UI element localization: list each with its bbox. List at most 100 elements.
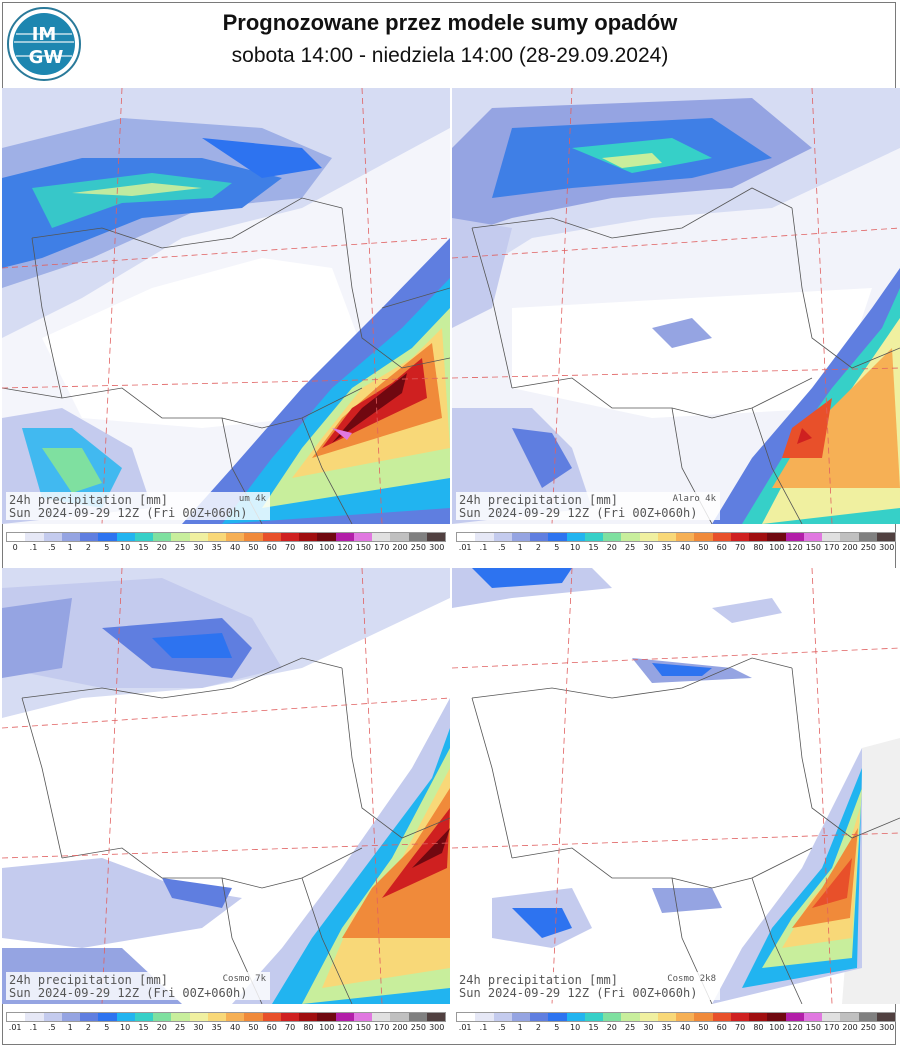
legend-tick-label: 300 <box>879 1023 895 1032</box>
legend-swatch <box>566 1013 585 1021</box>
legend-swatch <box>803 533 822 541</box>
legend-tick-label: 30 <box>193 1023 204 1032</box>
map-panel-alaro: 24h precipitation [mm] Sun 2024-09-29 12… <box>452 88 900 524</box>
legend-labels: .01.1.5 1 2 5 10 15 20 25 30 35 40 50 60 70 80 100 120 15… <box>6 1023 446 1035</box>
legend-tick-label: 15 <box>588 1023 599 1032</box>
legend-alaro: .01.1.5 1 2 5 10 15 20 25 30 35 40 50 60 70 80 100 120 15… <box>452 530 900 556</box>
caption-line2: Sun 2024-09-29 12Z (Fri 00Z+060h) <box>9 986 248 1000</box>
legend-tick-label: 100 <box>319 1023 335 1032</box>
legend-tick-label: 2 <box>535 543 542 552</box>
legend-swatch <box>767 533 786 541</box>
legend-tick-label: 20 <box>606 543 617 552</box>
legend-tick-label: 1 <box>67 543 73 552</box>
legend-tick-label: 1 <box>517 1023 523 1032</box>
legend-swatch <box>25 533 44 541</box>
legend-swatch <box>657 533 676 541</box>
map-panel-um: 24h precipitation [mm] Sun 2024-09-29 12… <box>2 88 450 524</box>
legend-tick-label: 60 <box>266 1023 277 1032</box>
legend-tick-label: .1 <box>29 543 38 552</box>
legend-swatch <box>189 533 208 541</box>
caption-line2: Sun 2024-09-29 12Z (Fri 00Z+060h) <box>9 506 248 520</box>
legend-swatch <box>317 1013 336 1021</box>
legend-swatch <box>858 1013 877 1021</box>
legend-tick-label: .5 <box>48 1023 56 1032</box>
legend-swatch <box>426 1013 445 1021</box>
caption-line2: Sun 2024-09-29 12Z (Fri 00Z+060h) <box>459 986 698 1000</box>
caption-line1: 24h precipitation [mm] <box>9 493 168 507</box>
legend-swatch <box>390 533 409 541</box>
caption-line1: 24h precipitation [mm] <box>459 493 618 507</box>
map-caption-cosmo2: 24h precipitation [mm] Sun 2024-09-29 12… <box>456 972 720 1000</box>
legend-tick-label: 120 <box>787 543 803 552</box>
map-caption-cosmo7: 24h precipitation [mm] Sun 2024-09-29 12… <box>6 972 270 1000</box>
legend-tick-label: 10 <box>120 1023 131 1032</box>
legend-swatch <box>153 533 172 541</box>
legend-tick-label: 15 <box>138 543 149 552</box>
legend-swatch <box>207 1013 226 1021</box>
legend-swatch <box>712 533 731 541</box>
map-caption-um: 24h precipitation [mm] Sun 2024-09-29 12… <box>6 492 270 520</box>
legend-colorbar <box>456 1012 896 1022</box>
legend-swatch <box>840 533 859 541</box>
legend-swatch <box>530 1013 549 1021</box>
legend-tick-label: 25 <box>625 543 636 552</box>
legend-tick-label: 80 <box>303 543 314 552</box>
legend-swatch <box>7 1013 26 1021</box>
legend-swatch <box>116 1013 135 1021</box>
legend-swatch <box>80 1013 99 1021</box>
legend-tick-label: 30 <box>643 1023 654 1032</box>
model-label: Cosmo 7k <box>222 974 266 984</box>
legend-swatch <box>7 533 26 541</box>
legend-tick-label: 30 <box>643 543 654 552</box>
legend-tick-label: 2 <box>535 1023 542 1032</box>
legend-tick-label: 30 <box>193 543 204 552</box>
legend-swatch <box>98 533 117 541</box>
legend-tick-label: 10 <box>570 1023 581 1032</box>
legend-labels: 0.1.5 1 2 5 10 15 20 25 30 35 40 50 60 70 80 100 120 150 1… <box>6 543 446 555</box>
legend-swatch <box>621 533 640 541</box>
legend-tick-label: 60 <box>716 543 727 552</box>
legend-tick-label: 15 <box>138 1023 149 1032</box>
legend-tick-label: 120 <box>787 1023 803 1032</box>
legend-swatch <box>511 533 530 541</box>
legend-swatch <box>803 1013 822 1021</box>
legend-tick-label: 25 <box>625 1023 636 1032</box>
legend-swatch <box>511 1013 530 1021</box>
legend-tick-label: 80 <box>753 1023 764 1032</box>
legend-swatch <box>280 1013 299 1021</box>
legend-swatch <box>335 533 354 541</box>
legend-tick-label: 200 <box>392 543 408 552</box>
header: IM GW Prognozowane przez modele sumy opa… <box>0 0 900 88</box>
legend-swatch <box>353 1013 372 1021</box>
legend-swatch <box>676 533 695 541</box>
legend-tick-label: 40 <box>230 1023 241 1032</box>
legend-colorbar <box>6 1012 446 1022</box>
legend-swatch <box>372 1013 391 1021</box>
legend-swatch <box>43 533 62 541</box>
legend-tick-label: 1 <box>67 1023 73 1032</box>
legend-colorbar <box>6 532 446 542</box>
precip-map-um <box>2 88 450 524</box>
caption-line1: 24h precipitation [mm] <box>9 973 168 987</box>
legend-tick-label: 25 <box>175 1023 186 1032</box>
legend-tick-label: 20 <box>156 543 167 552</box>
legend-swatch <box>189 1013 208 1021</box>
legend-labels: .01.1.5 1 2 5 10 15 20 25 30 35 40 50 60 70 80 100 120 15… <box>456 543 896 555</box>
legend-tick-label: .1 <box>29 1023 38 1032</box>
legend-swatch <box>244 1013 263 1021</box>
legend-tick-label: 0 <box>12 543 18 552</box>
legend-tick-label: 5 <box>554 543 560 552</box>
legend-swatch <box>493 1013 512 1021</box>
legend-tick-label: 70 <box>734 543 746 552</box>
legend-tick-label: 20 <box>606 1023 617 1032</box>
map-caption-alaro: 24h precipitation [mm] Sun 2024-09-29 12… <box>456 492 720 520</box>
legend-tick-label: 70 <box>284 1023 296 1032</box>
legend-swatch <box>584 533 603 541</box>
legend-tick-label: 15 <box>588 543 599 552</box>
legend-tick-label: 80 <box>303 1023 314 1032</box>
legend-tick-label: 250 <box>410 1023 427 1032</box>
legend-tick-label: 35 <box>661 1023 672 1032</box>
legend-swatch <box>730 1013 749 1021</box>
legend-tick-label: 2 <box>85 543 92 552</box>
legend-swatch <box>134 533 153 541</box>
